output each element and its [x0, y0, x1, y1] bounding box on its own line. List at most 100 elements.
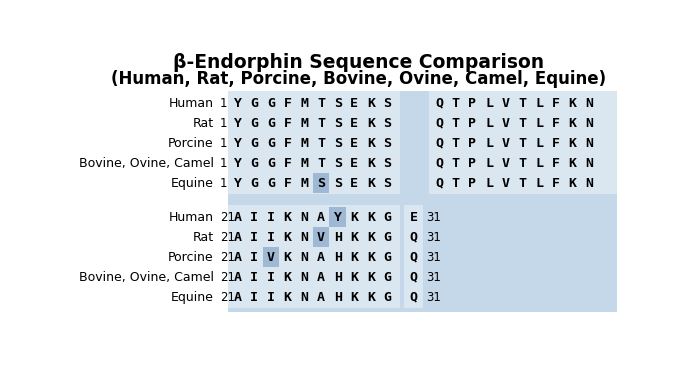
- Text: I: I: [267, 291, 275, 304]
- Text: L: L: [535, 97, 543, 109]
- Text: K: K: [350, 231, 358, 244]
- Text: S: S: [384, 117, 391, 130]
- Bar: [228, 205, 400, 308]
- Text: S: S: [334, 177, 342, 190]
- Text: Q: Q: [435, 97, 443, 109]
- Text: 21: 21: [220, 251, 235, 264]
- Text: K: K: [284, 211, 292, 224]
- Text: K: K: [367, 157, 375, 170]
- Text: Human: Human: [169, 211, 214, 224]
- Text: S: S: [384, 137, 391, 150]
- Text: F: F: [284, 137, 292, 150]
- Text: Equine: Equine: [171, 177, 213, 190]
- Text: 21: 21: [220, 231, 235, 244]
- Text: V: V: [502, 157, 510, 170]
- Text: Y: Y: [234, 177, 241, 190]
- Text: Y: Y: [234, 157, 241, 170]
- Text: K: K: [350, 271, 358, 283]
- Text: (Human, Rat, Porcine, Bovine, Ovine, Camel, Equine): (Human, Rat, Porcine, Bovine, Ovine, Cam…: [111, 70, 606, 88]
- Text: A: A: [234, 291, 241, 304]
- Text: K: K: [284, 251, 292, 264]
- Text: β-Endorphin Sequence Comparison: β-Endorphin Sequence Comparison: [173, 53, 545, 72]
- Text: K: K: [350, 251, 358, 264]
- Text: S: S: [317, 177, 325, 190]
- Bar: [313, 227, 329, 247]
- Text: T: T: [452, 177, 460, 190]
- Text: S: S: [384, 177, 391, 190]
- Text: G: G: [267, 177, 275, 190]
- Text: Q: Q: [410, 251, 418, 264]
- Text: S: S: [334, 117, 342, 130]
- Text: K: K: [367, 291, 375, 304]
- Text: K: K: [284, 231, 292, 244]
- Text: F: F: [284, 117, 292, 130]
- Text: V: V: [502, 177, 510, 190]
- Text: T: T: [519, 157, 526, 170]
- Text: M: M: [300, 117, 308, 130]
- Text: Porcine: Porcine: [168, 137, 214, 150]
- Text: G: G: [384, 251, 391, 264]
- Text: F: F: [552, 117, 560, 130]
- Text: N: N: [300, 251, 308, 264]
- Text: 1: 1: [220, 117, 228, 130]
- Text: L: L: [535, 117, 543, 130]
- Text: G: G: [251, 97, 258, 109]
- Text: Rat: Rat: [193, 117, 214, 130]
- Text: F: F: [552, 177, 560, 190]
- Text: K: K: [367, 137, 375, 150]
- Bar: [313, 173, 329, 193]
- Text: E: E: [410, 211, 418, 224]
- Text: A: A: [234, 231, 241, 244]
- Text: L: L: [535, 177, 543, 190]
- Text: Y: Y: [234, 137, 241, 150]
- Bar: [228, 91, 400, 194]
- Text: F: F: [284, 157, 292, 170]
- Text: E: E: [350, 137, 358, 150]
- Text: F: F: [284, 97, 292, 109]
- Text: G: G: [267, 137, 275, 150]
- Text: 1: 1: [220, 157, 228, 170]
- Bar: [428, 91, 617, 194]
- Text: P: P: [468, 137, 477, 150]
- Text: Q: Q: [435, 157, 443, 170]
- Text: T: T: [519, 117, 526, 130]
- Text: Q: Q: [435, 177, 443, 190]
- Text: Q: Q: [410, 291, 418, 304]
- Text: T: T: [317, 157, 325, 170]
- Text: A: A: [234, 211, 241, 224]
- Text: A: A: [317, 251, 325, 264]
- Text: A: A: [234, 251, 241, 264]
- Text: N: N: [585, 117, 593, 130]
- Text: Porcine: Porcine: [168, 251, 214, 264]
- Text: 31: 31: [426, 271, 442, 283]
- Text: K: K: [350, 291, 358, 304]
- Text: E: E: [350, 97, 358, 109]
- Text: K: K: [568, 137, 577, 150]
- Text: T: T: [317, 137, 325, 150]
- Text: F: F: [552, 137, 560, 150]
- Text: Q: Q: [410, 231, 418, 244]
- Text: A: A: [317, 291, 325, 304]
- Text: G: G: [251, 157, 258, 170]
- Text: A: A: [234, 271, 241, 283]
- Text: M: M: [300, 157, 308, 170]
- Text: N: N: [300, 211, 308, 224]
- Text: K: K: [367, 177, 375, 190]
- Text: T: T: [317, 117, 325, 130]
- Text: V: V: [502, 97, 510, 109]
- Text: K: K: [568, 97, 577, 109]
- Text: P: P: [468, 157, 477, 170]
- Text: K: K: [284, 271, 292, 283]
- Text: T: T: [452, 157, 460, 170]
- Text: L: L: [485, 117, 493, 130]
- Text: G: G: [267, 117, 275, 130]
- Text: 1: 1: [220, 97, 228, 109]
- Text: E: E: [350, 157, 358, 170]
- Text: 31: 31: [426, 251, 442, 264]
- Text: 1: 1: [220, 177, 228, 190]
- Text: V: V: [317, 231, 325, 244]
- Text: T: T: [452, 97, 460, 109]
- Text: E: E: [350, 177, 358, 190]
- Text: S: S: [384, 97, 391, 109]
- Text: 21: 21: [220, 271, 235, 283]
